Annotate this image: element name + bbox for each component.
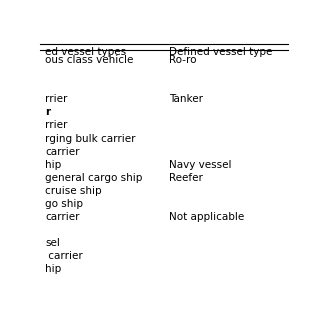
Text: cruise ship: cruise ship xyxy=(45,186,101,196)
Text: go ship: go ship xyxy=(45,199,83,209)
Text: ous class vehicle: ous class vehicle xyxy=(45,55,133,65)
Text: r: r xyxy=(45,108,50,117)
Text: rrier: rrier xyxy=(45,120,67,131)
Text: Tanker: Tanker xyxy=(169,94,203,104)
Text: general cargo ship: general cargo ship xyxy=(45,173,142,183)
Text: carrier: carrier xyxy=(45,212,79,222)
Text: Ro-ro: Ro-ro xyxy=(169,55,196,65)
Text: Reefer: Reefer xyxy=(169,173,203,183)
Text: carrier: carrier xyxy=(45,251,83,261)
Text: ed vessel types: ed vessel types xyxy=(45,47,126,57)
Text: rrier: rrier xyxy=(45,94,67,104)
Text: hip: hip xyxy=(45,160,61,170)
Text: sel: sel xyxy=(45,238,60,248)
Text: Not applicable: Not applicable xyxy=(169,212,244,222)
Text: Navy vessel: Navy vessel xyxy=(169,160,231,170)
Text: Defined vessel type: Defined vessel type xyxy=(169,47,272,57)
Text: carrier: carrier xyxy=(45,147,79,156)
Text: rging bulk carrier: rging bulk carrier xyxy=(45,133,135,143)
Text: hip: hip xyxy=(45,264,61,274)
